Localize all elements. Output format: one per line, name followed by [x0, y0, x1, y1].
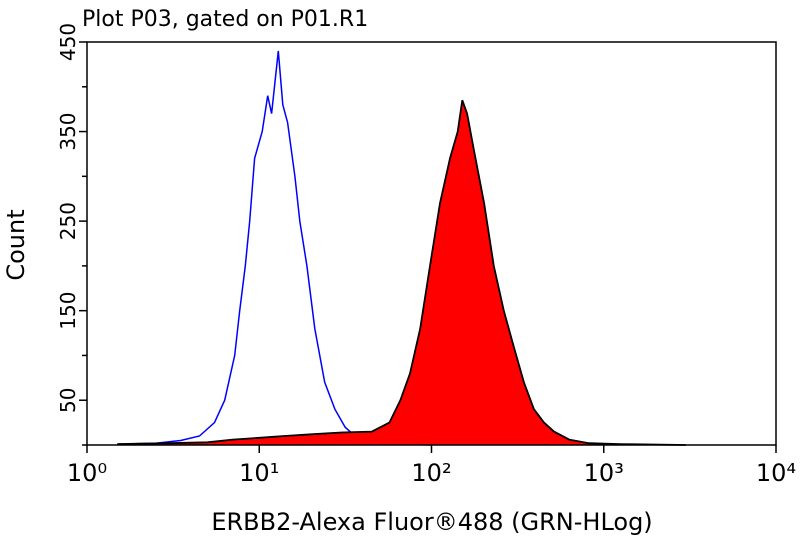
x-axis-label: ERBB2-Alexa Fluor®488 (GRN-HLog): [211, 508, 652, 536]
y-tick-label: 250: [56, 202, 80, 240]
x-tick-label: 10²: [411, 459, 451, 487]
y-tick-label: 450: [56, 23, 80, 61]
y-tick-label: 150: [56, 292, 80, 330]
x-tick-label: 10⁴: [756, 459, 796, 487]
y-tick-label: 350: [56, 112, 80, 150]
x-tick-label: 10⁰: [67, 459, 107, 487]
x-tick-label: 10³: [584, 459, 624, 487]
histogram-line: [117, 50, 432, 446]
area-fill: [117, 100, 686, 445]
y-axis-label: Count: [2, 209, 30, 280]
x-tick-label: 10¹: [239, 459, 279, 487]
chart-title: Plot P03, gated on P01.R1: [82, 7, 368, 32]
y-tick-label: 50: [56, 387, 80, 412]
histogram-outline: [117, 99, 686, 446]
